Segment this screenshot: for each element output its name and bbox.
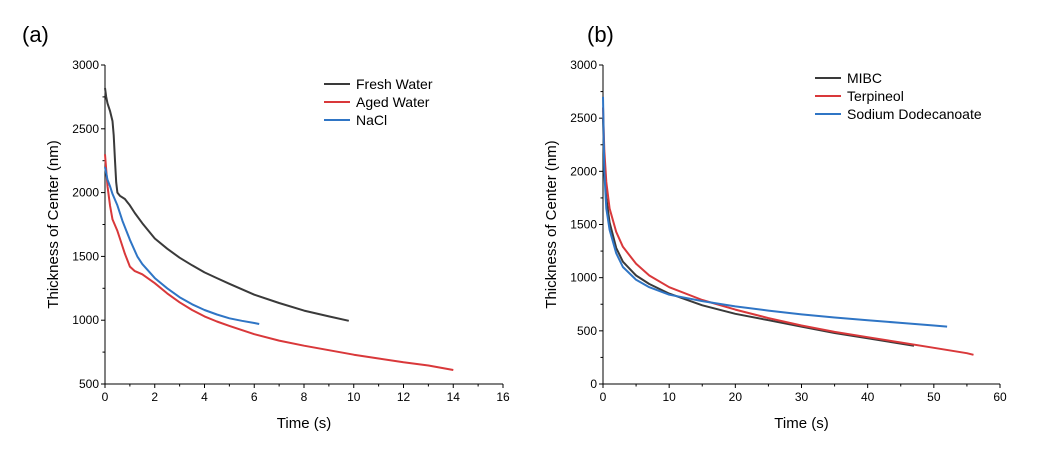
series-line-fresh-water [104, 87, 350, 322]
y-tick-label: 500 [79, 377, 99, 391]
x-axis-title: Time (s) [277, 415, 331, 432]
y-tick-label: 2500 [570, 111, 597, 125]
x-tick-label: 8 [301, 390, 308, 404]
legend-label: MIBC [847, 70, 882, 86]
series-line-mibc [602, 118, 915, 347]
y-tick-label: 1500 [72, 249, 99, 263]
series-line-nacl [104, 166, 260, 325]
y-axis-title: Thickness of Center (nm) [45, 140, 62, 308]
chart-panel-a: (a) 0 2 4 6 8 10 12 14 16 500 1000 1500 2000 2500 3000 T… [22, 22, 510, 432]
y-tick-label: 3000 [72, 58, 99, 72]
y-tick-label: 2000 [570, 164, 597, 178]
legend-label: Sodium Dodecanoate [847, 106, 982, 122]
chart-panel-b: (b) 0 10 20 30 40 50 60 0 500 1000 1500 2000 2500 3000… [543, 22, 1007, 432]
x-tick-label: 10 [347, 390, 361, 404]
y-tick-label: 2000 [72, 186, 99, 200]
x-tick-label: 30 [795, 390, 809, 404]
x-tick-label: 60 [993, 390, 1007, 404]
x-tick-label: 14 [447, 390, 461, 404]
y-tick-label: 3000 [570, 58, 597, 72]
x-tick-label: 20 [729, 390, 743, 404]
x-tick-label: 2 [151, 390, 158, 404]
y-axis-title: Thickness of Center (nm) [543, 140, 560, 308]
x-tick-label: 10 [662, 390, 676, 404]
x-tick-label: 50 [927, 390, 941, 404]
x-tick-label: 0 [102, 390, 109, 404]
panel-label: (a) [22, 22, 49, 47]
legend-label: Fresh Water [356, 76, 433, 92]
x-axis-title: Time (s) [774, 415, 828, 432]
y-tick-label: 1000 [72, 313, 99, 327]
y-tick-label: 2500 [72, 122, 99, 136]
x-tick-label: 0 [600, 390, 607, 404]
series-line-terpineol [602, 107, 974, 356]
legend-label: Terpineol [847, 88, 904, 104]
legend-label: Aged Water [356, 94, 430, 110]
x-tick-label: 12 [397, 390, 411, 404]
x-tick-label: 40 [861, 390, 875, 404]
legend-label: NaCl [356, 112, 387, 128]
y-tick-label: 500 [577, 324, 597, 338]
x-tick-label: 4 [201, 390, 208, 404]
y-tick-label: 0 [590, 377, 597, 391]
panel-label: (b) [587, 22, 614, 47]
y-tick-label: 1000 [570, 271, 597, 285]
series-line-aged-water [104, 154, 454, 371]
y-tick-label: 1500 [570, 218, 597, 232]
x-tick-label: 6 [251, 390, 258, 404]
x-tick-label: 16 [496, 390, 510, 404]
series-line-sodium-dodecanoate [602, 96, 948, 328]
